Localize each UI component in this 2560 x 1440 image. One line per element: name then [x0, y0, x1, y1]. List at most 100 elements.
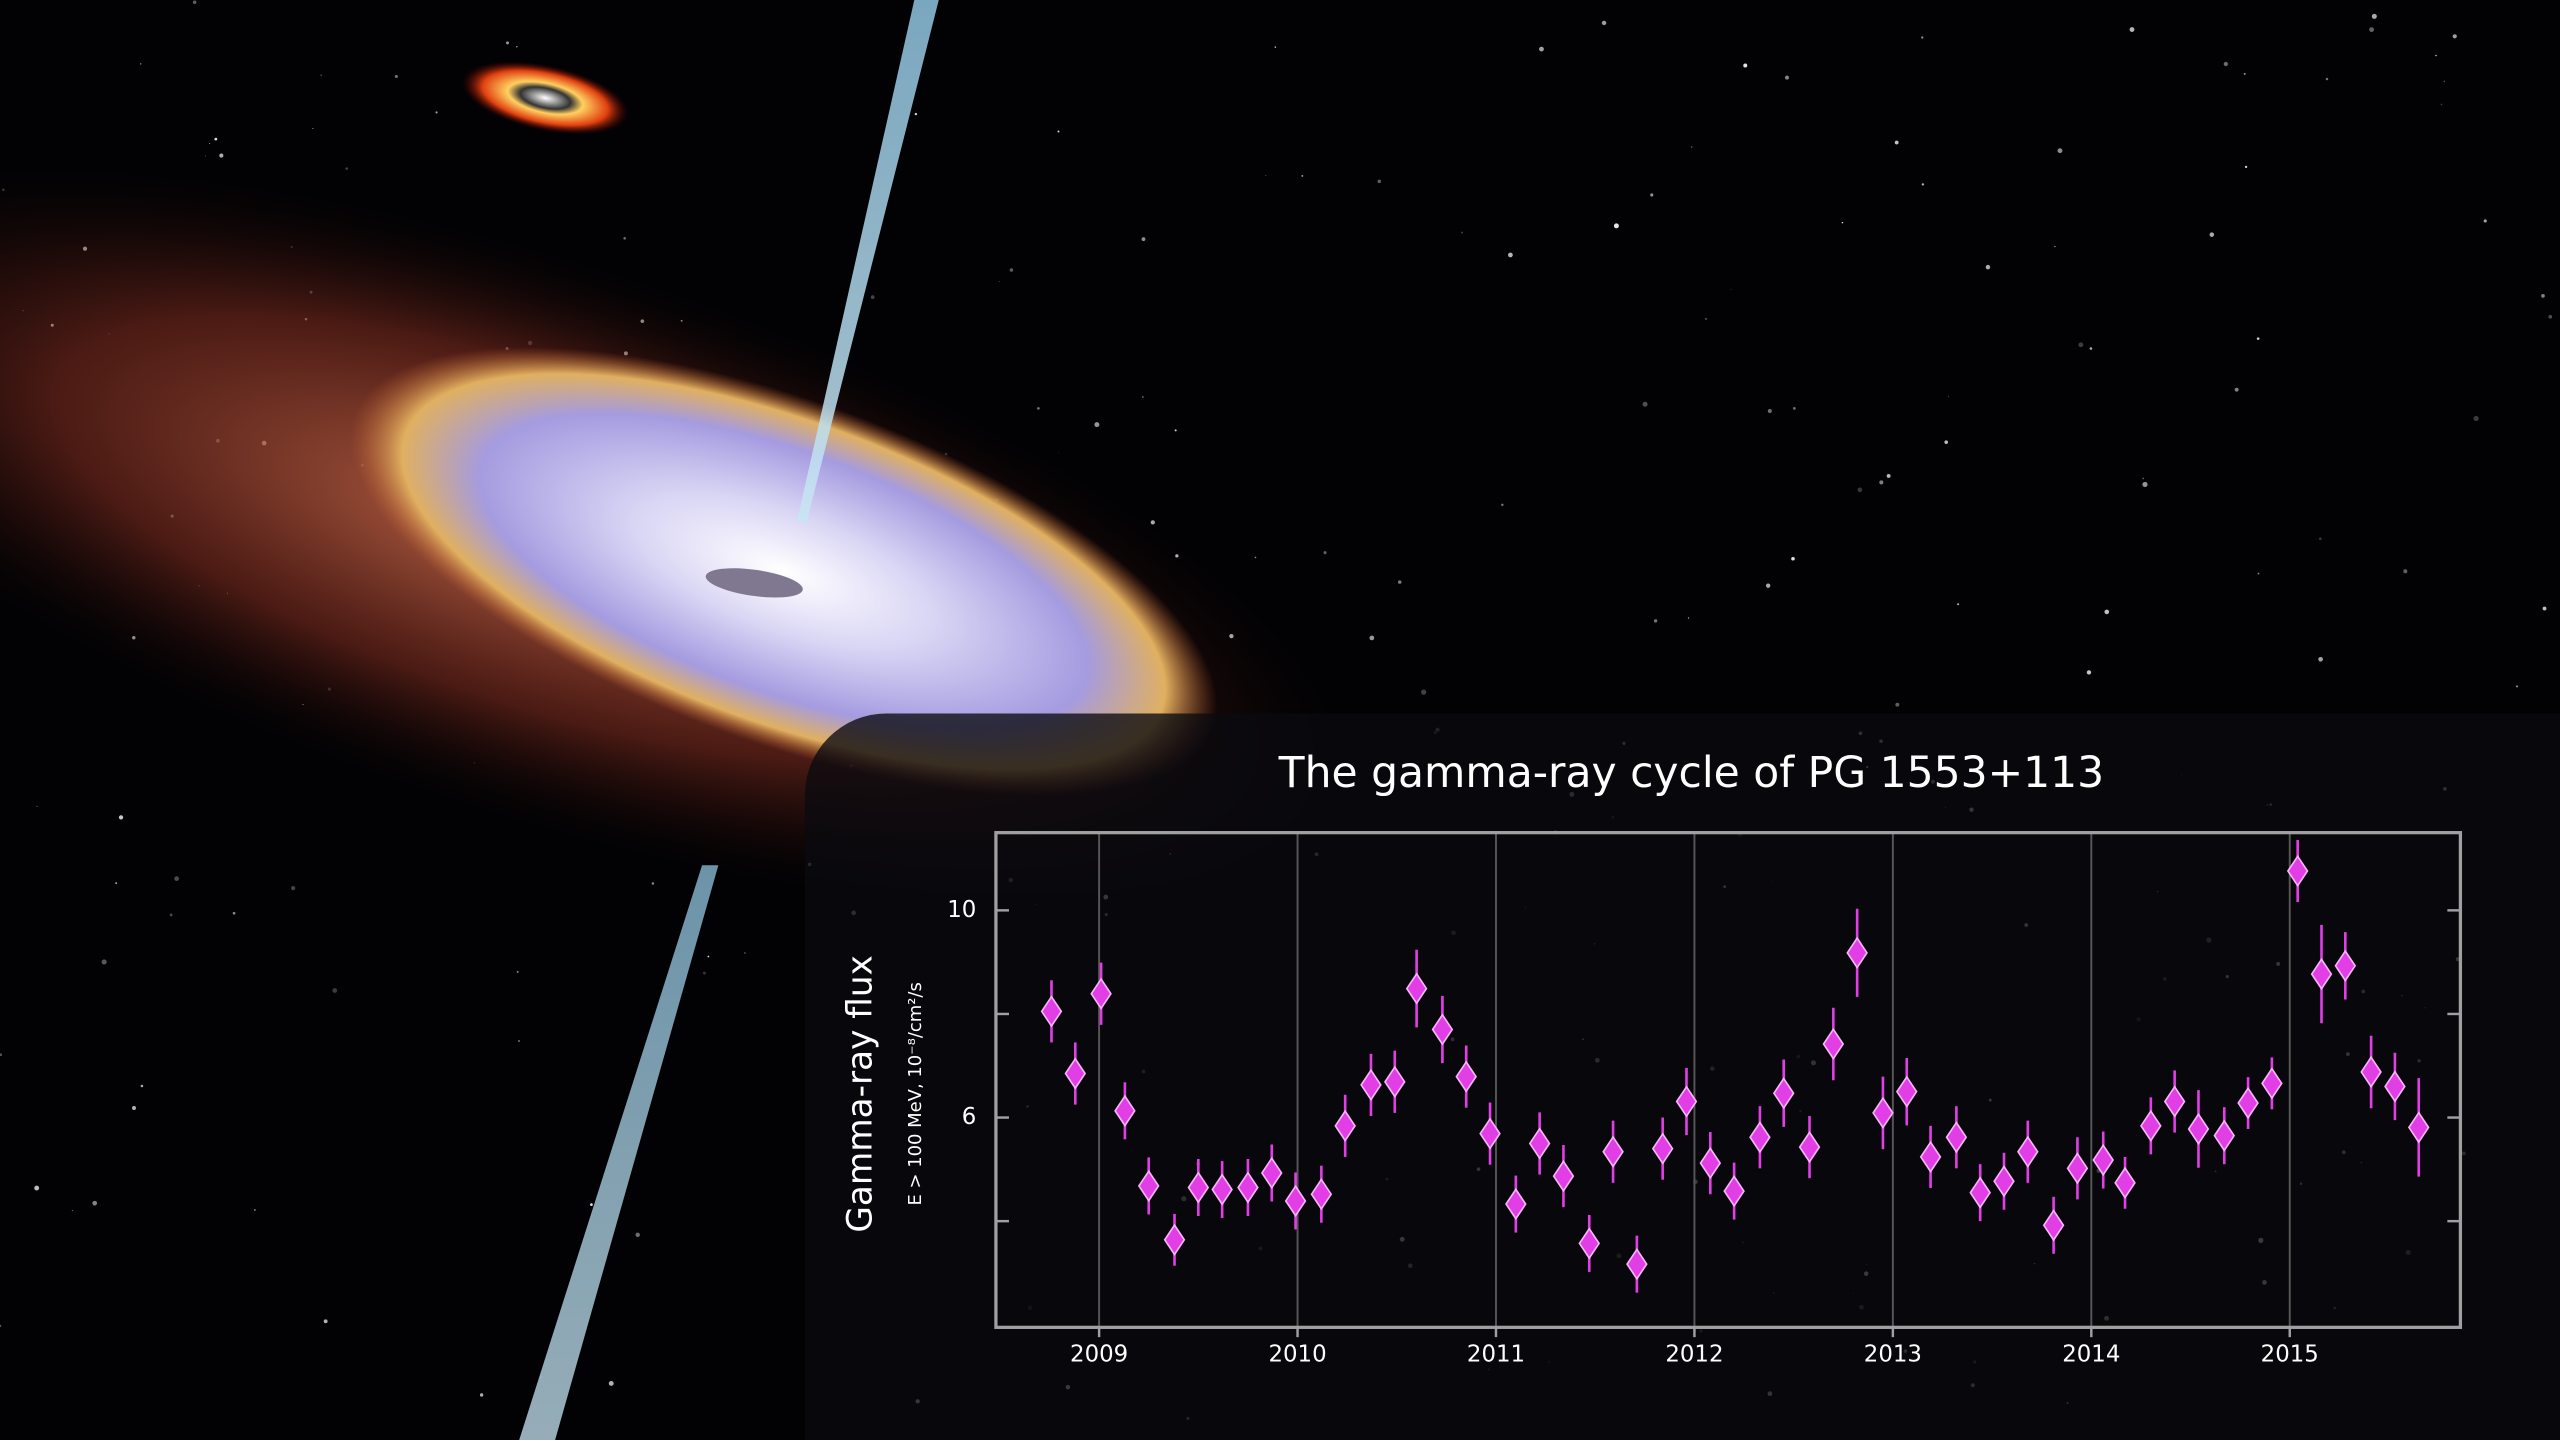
star	[1921, 183, 1925, 186]
x-tick-label: 2015	[2261, 1342, 2319, 1368]
star	[2452, 34, 2457, 39]
data-point	[1723, 1174, 1745, 1208]
data-point	[1310, 1178, 1333, 1211]
star	[2054, 245, 2056, 248]
star	[2440, 103, 2443, 106]
data-point	[1578, 1227, 1601, 1260]
star	[590, 1203, 593, 1206]
star	[1841, 221, 1844, 224]
data-point	[2163, 1085, 2186, 1118]
jet-lower	[519, 865, 719, 1440]
star	[623, 237, 626, 240]
star	[71, 1209, 74, 1212]
data-point	[1626, 1247, 1648, 1281]
star	[1730, 288, 1732, 290]
x-tick-label: 2011	[1467, 1342, 1525, 1368]
star	[2541, 294, 2545, 298]
data-point	[1040, 995, 1063, 1028]
data-point	[1479, 1117, 1501, 1150]
star	[1009, 268, 1014, 272]
star	[1501, 503, 1504, 507]
star	[2057, 148, 2063, 154]
star	[219, 153, 224, 158]
data-point	[1114, 1094, 1136, 1127]
star	[132, 1105, 136, 1110]
data-point	[1872, 1096, 1894, 1130]
star	[1094, 422, 1100, 428]
star	[323, 1319, 328, 1324]
y-tick-label: 6	[962, 1104, 977, 1130]
x-tick-label: 2013	[1864, 1342, 1922, 1368]
star	[0, 1053, 3, 1057]
star	[517, 1039, 521, 1043]
star	[2223, 61, 2228, 67]
data-point	[1798, 1130, 1821, 1164]
x-tick-label: 2009	[1070, 1342, 1128, 1368]
star	[2515, 685, 2519, 688]
star	[506, 41, 510, 45]
star	[232, 911, 236, 915]
x-tick-label: 2014	[2062, 1342, 2120, 1368]
star	[36, 805, 38, 807]
data-point	[1945, 1121, 1968, 1154]
star	[2325, 77, 2329, 81]
star	[2243, 72, 2246, 75]
data-point	[2286, 854, 2309, 888]
star	[516, 45, 518, 48]
data-point	[2360, 1055, 2382, 1089]
star	[34, 1185, 40, 1191]
data-point	[1137, 1169, 1160, 1203]
star	[1057, 130, 1060, 133]
star	[2319, 537, 2322, 541]
data-point	[1384, 1065, 1406, 1098]
star	[1879, 480, 1884, 485]
star	[870, 295, 875, 299]
star	[1142, 396, 1144, 398]
star	[635, 1232, 640, 1238]
star	[1947, 396, 1949, 398]
star	[1141, 237, 1146, 242]
star	[345, 167, 349, 170]
star	[914, 112, 918, 116]
star	[2369, 27, 2375, 33]
star	[209, 143, 211, 145]
star	[140, 1084, 144, 1088]
data-point	[1284, 1184, 1307, 1218]
data-point	[1163, 1223, 1186, 1256]
data-point	[2017, 1135, 2039, 1168]
star	[1150, 520, 1155, 525]
star	[1765, 583, 1771, 588]
star	[1254, 556, 1257, 559]
star	[101, 959, 107, 965]
data-point	[1211, 1173, 1233, 1206]
star	[140, 63, 142, 65]
data-point	[1651, 1132, 1674, 1165]
star	[1785, 75, 1789, 80]
star	[1985, 264, 1991, 270]
data-point	[2407, 1111, 2430, 1144]
star	[2234, 387, 2239, 392]
star	[1274, 46, 1277, 48]
x-tick-label: 2010	[1268, 1342, 1326, 1368]
star	[214, 137, 218, 141]
accretion-disk	[350, 346, 1218, 796]
data-point	[1749, 1121, 1771, 1154]
data-point	[2114, 1166, 2136, 1199]
star	[2244, 165, 2248, 169]
star	[1174, 429, 1177, 432]
star	[1743, 63, 1748, 68]
data-point	[1455, 1060, 1477, 1093]
star	[2473, 415, 2479, 422]
star	[2142, 477, 2144, 480]
y-tick-label: 10	[947, 897, 976, 923]
star	[1377, 179, 1381, 184]
data-point	[1064, 1057, 1087, 1090]
data-point	[1431, 1013, 1454, 1046]
data-point	[1552, 1159, 1575, 1193]
star	[2142, 481, 2148, 488]
star	[2542, 606, 2547, 611]
star	[1690, 146, 1693, 148]
star	[1886, 473, 1891, 478]
star	[192, 0, 197, 5]
